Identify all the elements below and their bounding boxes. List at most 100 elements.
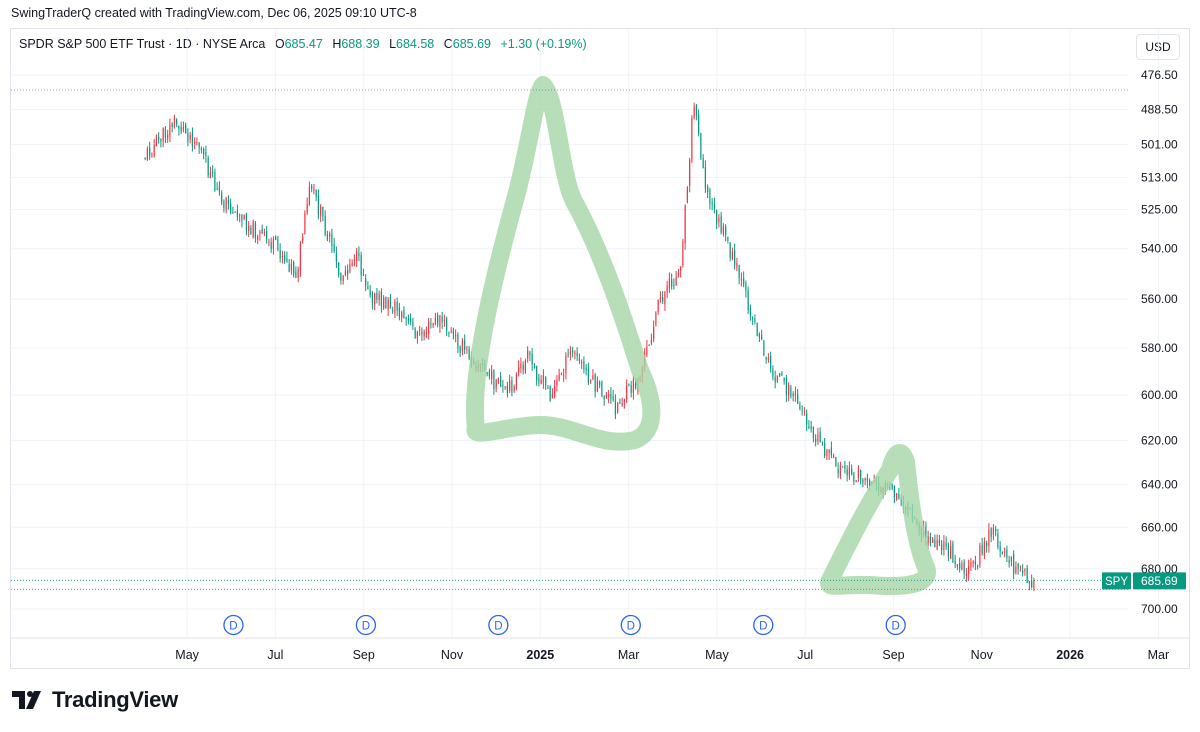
candle-body: [326, 234, 329, 240]
candle-body: [1024, 569, 1026, 571]
candle-body: [518, 367, 520, 373]
candle-body: [329, 234, 331, 237]
price-tick-label: 700.00: [1141, 602, 1178, 616]
candle-body: [167, 134, 169, 139]
candle-body: [806, 413, 808, 425]
candle-body: [1010, 557, 1012, 562]
candle-body: [1001, 552, 1003, 555]
price-lines: [11, 89, 1128, 590]
time-axis: MayJulSepNov2025MarMayJulSepNov2026MarMa…: [175, 648, 1169, 662]
candle-body: [268, 241, 270, 243]
dividend-marker[interactable]: D: [223, 614, 244, 636]
candle-body: [302, 236, 304, 241]
candle-body: [716, 210, 718, 224]
candle-body: [572, 350, 574, 353]
candle-body: [614, 400, 617, 415]
low-value: 684.58: [396, 37, 435, 51]
price-tag-text: 685.69: [1141, 574, 1178, 588]
price-tick-label: 680.00: [1141, 562, 1178, 576]
candle-body: [455, 335, 457, 337]
time-tick-label: Sep: [353, 648, 375, 662]
candle-body: [205, 152, 207, 157]
tradingview-wordmark: TradingView: [52, 687, 178, 712]
candle-body: [585, 368, 587, 371]
candle-body: [617, 402, 619, 413]
candle-body: [533, 365, 536, 367]
candle-body: [347, 270, 349, 274]
candle-body: [747, 290, 749, 311]
candle-body: [315, 189, 317, 197]
candle-body: [306, 204, 308, 213]
price-tick-label: 640.00: [1141, 478, 1178, 492]
candle-body: [185, 124, 187, 134]
candle-body: [1019, 570, 1021, 572]
candle-body: [673, 284, 675, 287]
dividend-marker[interactable]: D: [488, 614, 509, 636]
candle-body: [794, 393, 796, 396]
candle-body: [623, 399, 626, 403]
candle-body: [866, 478, 868, 482]
candle-body: [304, 212, 306, 235]
candle-body: [752, 317, 754, 319]
candle-body: [731, 251, 734, 260]
dividend-marker[interactable]: D: [885, 614, 906, 636]
candle-body: [448, 332, 450, 334]
candle-body: [1008, 560, 1010, 564]
time-tick-label: May: [175, 648, 199, 662]
candle-body: [527, 350, 529, 359]
candle-body: [259, 231, 261, 235]
candle-body: [938, 540, 940, 543]
candle-body: [896, 493, 898, 499]
time-tick-label: Sep: [882, 648, 904, 662]
candle-body: [317, 195, 320, 215]
candle-body: [749, 308, 752, 316]
candle-body: [403, 309, 405, 319]
candle-body: [839, 465, 841, 477]
highlight-triangle-small: [820, 444, 936, 595]
price-tick-label: 501.00: [1141, 138, 1178, 152]
price-tick-label: 580.00: [1141, 341, 1178, 355]
dividend-marker[interactable]: D: [753, 614, 774, 636]
candle-body: [443, 319, 446, 322]
candle-body: [522, 364, 524, 371]
candle-body: [646, 346, 648, 356]
candle-body: [853, 473, 855, 482]
symbol-name[interactable]: SPDR S&P 500 ETF Trust · 1D · NYSE Arca: [19, 37, 266, 51]
candle-body: [612, 396, 614, 400]
candle-body: [932, 539, 934, 543]
tradingview-logo[interactable]: TradingView: [12, 687, 178, 713]
candle-body: [432, 323, 434, 326]
price-tick-label: 660.00: [1141, 520, 1178, 534]
candle-body: [968, 565, 970, 575]
candle-body: [509, 381, 511, 391]
candle-body: [833, 455, 835, 457]
candle-body: [290, 263, 293, 271]
candle-body: [779, 373, 781, 377]
candle-body: [277, 239, 279, 250]
dividend-marker[interactable]: D: [355, 614, 377, 636]
candle-body: [713, 204, 716, 210]
candle-body: [385, 296, 387, 309]
candle-body: [468, 348, 470, 359]
candle-body: [653, 326, 655, 340]
candle-body: [547, 387, 549, 389]
candle-body: [502, 385, 504, 387]
candle-body: [257, 236, 259, 241]
candle-body: [950, 545, 952, 559]
dividend-marker[interactable]: D: [620, 614, 641, 636]
candle-body: [207, 157, 209, 176]
candle-body: [180, 127, 182, 132]
candle-body: [511, 380, 513, 393]
candle-body: [214, 172, 216, 191]
dividend-label: D: [759, 621, 767, 633]
candle-body: [342, 275, 344, 282]
candle-body: [675, 276, 677, 285]
candle-body: [146, 148, 149, 160]
candle-body: [718, 217, 720, 223]
candle-body: [596, 380, 599, 392]
candle-body: [176, 119, 178, 125]
price-tick-label: 476.50: [1141, 68, 1178, 82]
candle-body: [338, 262, 340, 275]
candle-body: [812, 426, 814, 438]
